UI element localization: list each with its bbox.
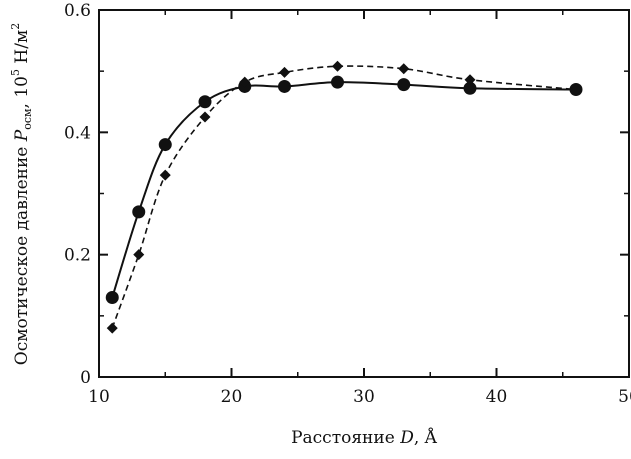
data-point-diamond [199,111,211,123]
x-tick-label: 10 [88,387,110,407]
data-point-diamond [239,76,251,88]
data-point-diamond [464,74,476,86]
x-axis-title: Расстояние D, Å [291,427,438,448]
data-point-circle [278,79,291,93]
data-point-diamond [398,63,410,75]
data-point-diamond [570,84,582,96]
y-tick-label: 0.6 [64,1,91,21]
data-point-circle [158,138,172,152]
x-tick-label: 50 [618,387,631,407]
series-group [105,60,583,334]
tick-labels: 10 20 30 40 50 0 0.2 0.4 0.6 [64,1,631,407]
x-tick-label: 20 [221,387,243,407]
plot-frame [98,9,630,378]
x-tick-label: 30 [353,387,375,407]
data-point-diamond [159,169,171,181]
data-point-circle [463,81,477,95]
y-tick-label: 0.4 [64,123,91,143]
y-tick-label: 0 [80,368,91,388]
data-point-circle [198,95,212,109]
x-tick-label: 40 [486,387,508,407]
series-line-solid [111,81,577,298]
data-point-diamond [279,66,290,78]
series-circle [105,75,583,304]
y-axis-title: Осмотическое давление Pосм, 105 Н/м2 [9,23,34,365]
data-point-diamond [133,249,145,261]
data-point-circle [331,75,344,89]
data-point-circle [397,78,411,92]
data-point-diamond [106,322,118,334]
data-point-diamond [332,60,343,72]
y-tick-label: 0.2 [64,246,91,266]
data-point-circle [105,290,119,304]
series-diamond [106,60,582,334]
data-point-circle [132,205,146,219]
axis-ticks [99,10,629,377]
series-line-dashed [111,65,577,329]
